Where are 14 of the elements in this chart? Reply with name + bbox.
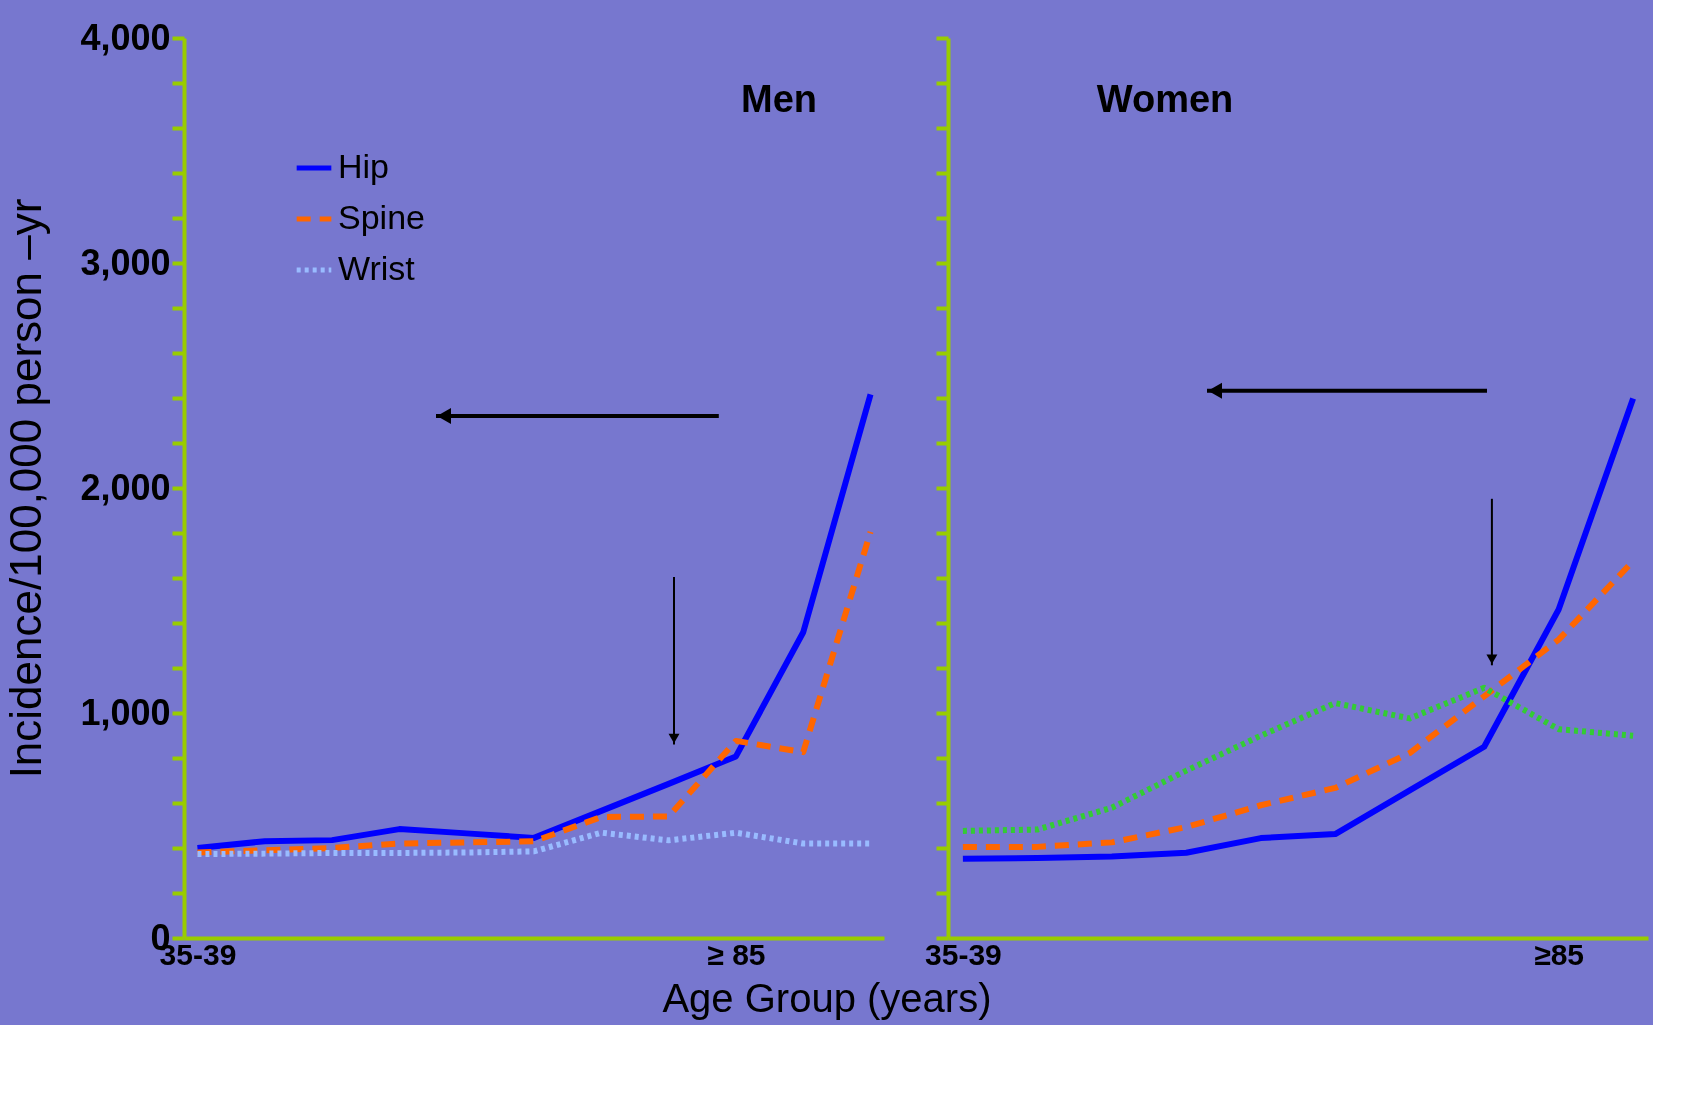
x-tick-label: 35-39 (925, 937, 1002, 971)
y-axis-title: Incidence/100,000 person –yr (1, 198, 51, 779)
text: Men (741, 78, 817, 120)
y-tick-label: 2,000 (80, 466, 171, 508)
y-tick-label: 1,000 (80, 691, 171, 733)
legend-label: Wrist (338, 249, 416, 287)
legend-label: Hip (338, 147, 390, 185)
y-tick-label: 3,000 (80, 241, 171, 283)
x-tick-label: ≥ 85 (707, 937, 766, 971)
x-axis-title: Age Group (years) (662, 976, 992, 1020)
legend-label: Spine (338, 198, 425, 236)
x-tick-label: ≥85 (1534, 937, 1585, 971)
y-tick-label: 4,000 (80, 16, 171, 58)
text: Women (1096, 78, 1234, 120)
